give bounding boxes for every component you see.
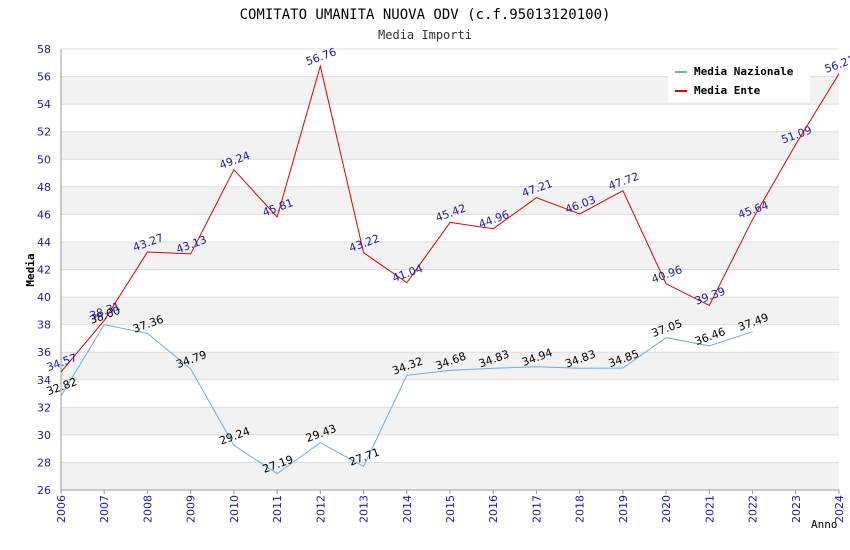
y-tick-label: 30 — [37, 429, 51, 442]
y-tick-label: 44 — [37, 236, 51, 249]
y-tick-label: 58 — [37, 43, 51, 56]
x-tick-label: 2024 — [833, 495, 846, 523]
y-tick-label: 40 — [37, 291, 51, 304]
y-tick-label: 56 — [37, 71, 51, 84]
grid-bands — [61, 76, 839, 490]
series-line-media-nazionale — [60, 324, 753, 475]
legend-label-ente: Media Ente — [694, 84, 761, 97]
data-label-ente: 56.21 — [823, 53, 850, 76]
x-tick-label: 2012 — [314, 495, 327, 523]
x-tick-label: 2014 — [401, 495, 414, 523]
x-tick-label: 2023 — [790, 495, 803, 523]
y-tick-label: 50 — [37, 153, 51, 166]
grid-band — [61, 462, 839, 490]
legend: Media Nazionale Media Ente — [668, 60, 810, 102]
chart-subtitle: Media Importi — [378, 28, 472, 42]
y-axis-ticks: 26 28 30 32 34 36 38 40 42 44 46 48 50 52 54 56 58 — [37, 43, 51, 497]
x-tick-label: 2010 — [228, 495, 241, 523]
legend-label-nazionale: Media Nazionale — [694, 65, 794, 78]
series-lines — [60, 64, 840, 475]
y-tick-label: 52 — [37, 126, 51, 139]
x-tick-label: 2009 — [185, 495, 198, 523]
y-tick-label: 48 — [37, 181, 51, 194]
y-axis-label: Media — [24, 253, 37, 286]
x-tick-label: 2017 — [530, 495, 543, 523]
x-tick-label: 2007 — [98, 495, 111, 523]
y-tick-label: 32 — [37, 401, 51, 414]
x-tick-label: 2015 — [444, 495, 457, 523]
x-tick-label: 2018 — [574, 495, 587, 523]
y-tick-label: 42 — [37, 264, 51, 277]
grid-band — [61, 131, 839, 160]
y-tick-label: 36 — [37, 346, 51, 359]
data-label-nazionale: 36.46 — [693, 325, 727, 348]
x-tick-label: 2020 — [660, 495, 673, 523]
y-tick-label: 26 — [37, 484, 51, 497]
grid-band — [61, 407, 839, 435]
grid-band — [61, 241, 839, 270]
chart-title: COMITATO UMANITA NUOVA ODV (c.f.95013120… — [240, 7, 611, 23]
y-tick-label: 28 — [37, 456, 51, 469]
y-tick-label: 54 — [37, 98, 51, 111]
grid-band — [61, 297, 839, 325]
x-axis-ticks: 2006 2007 2008 2009 2010 2011 2012 2013 2014 2015… — [55, 490, 846, 523]
legend-box — [668, 60, 810, 102]
series-line-media-ente — [60, 64, 840, 373]
x-tick-label: 2013 — [358, 495, 371, 523]
x-tick-label: 2011 — [271, 495, 284, 523]
x-tick-label: 2021 — [703, 495, 716, 523]
grid-band — [61, 186, 839, 215]
y-tick-label: 46 — [37, 208, 51, 221]
x-tick-label: 2022 — [747, 495, 760, 523]
x-tick-label: 2008 — [141, 495, 154, 523]
y-tick-label: 34 — [37, 374, 51, 387]
x-axis-label: Anno — [811, 518, 838, 531]
x-tick-label: 2016 — [487, 495, 500, 523]
y-tick-label: 38 — [37, 319, 51, 332]
grid-band — [61, 352, 839, 380]
x-tick-label: 2006 — [55, 495, 68, 523]
x-tick-label: 2019 — [617, 495, 630, 523]
